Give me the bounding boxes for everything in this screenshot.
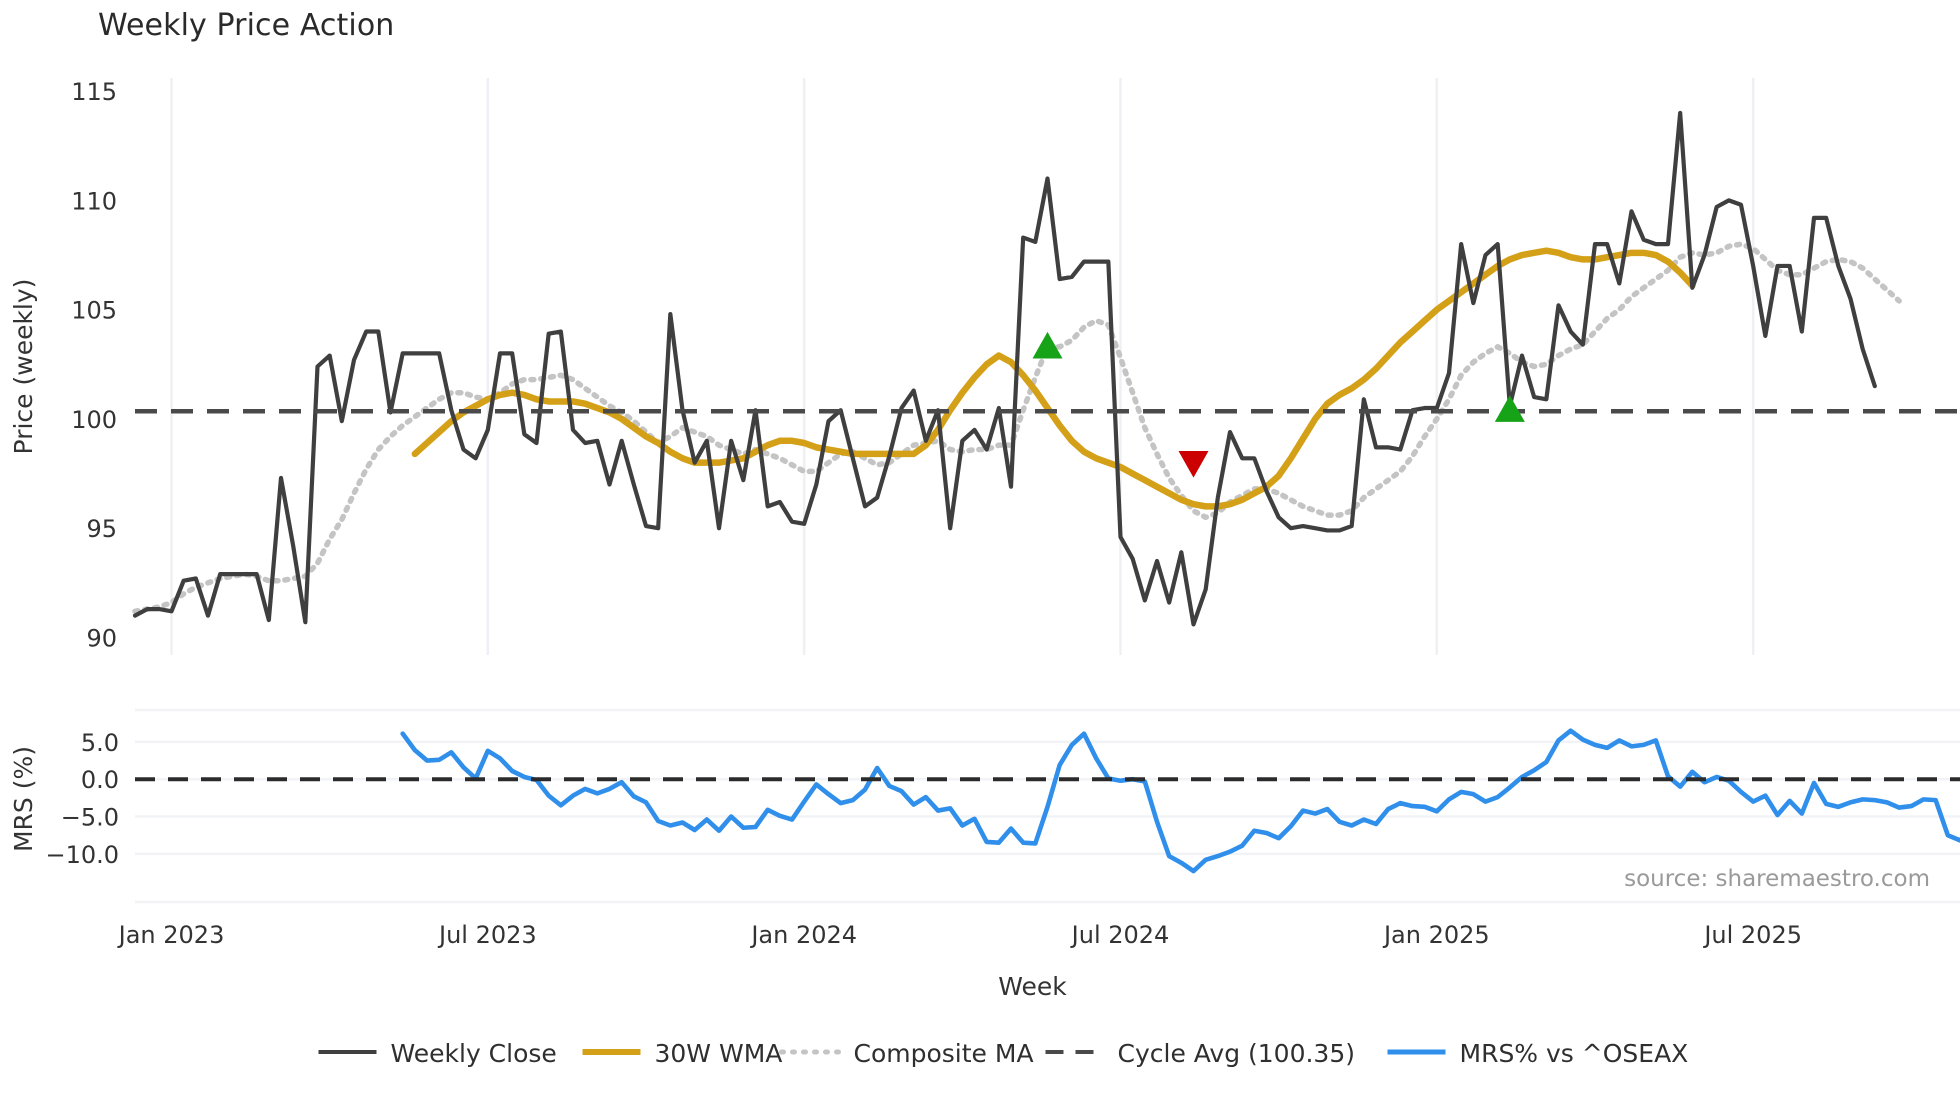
- xtick-label: Jul 2025: [1702, 921, 1802, 949]
- mrs-ytick-label: −5.0: [61, 804, 119, 832]
- mrs-ytick-label: −10.0: [45, 841, 119, 869]
- legend-label: MRS% vs ^OSEAX: [1460, 1039, 1689, 1068]
- xtick-label: Jan 2025: [1382, 921, 1490, 949]
- legend-item[interactable]: Composite MA: [779, 1039, 1034, 1068]
- mrs-ytick-label: 0.0: [81, 766, 119, 794]
- signal-marker-buy: [1032, 331, 1063, 359]
- legend-label: 30W WMA: [655, 1039, 783, 1068]
- series-mrs-pct: [400, 728, 1960, 874]
- chart-legend: Weekly Close 30W WMA Composite MA Cycle Avg…: [318, 1039, 1689, 1068]
- legend-item[interactable]: 30W WMA: [582, 1039, 783, 1068]
- price-yaxis-title: Price (weekly): [9, 279, 38, 455]
- xtick-label: Jan 2023: [117, 921, 225, 949]
- price-ytick-label: 110: [71, 187, 117, 215]
- legend-label: Composite MA: [854, 1039, 1034, 1068]
- price-ytick-label: 105: [71, 297, 117, 325]
- mrs-yaxis-title: MRS (%): [9, 746, 38, 852]
- signal-marker-sell: [1178, 450, 1209, 478]
- series-weekly-close: [132, 110, 1877, 627]
- xtick-label: Jul 2024: [1070, 921, 1170, 949]
- price-ytick-label: 100: [71, 406, 117, 434]
- series-composite-ma: [132, 241, 1902, 615]
- xaxis-title: Week: [998, 972, 1067, 1001]
- mrs-plot-area: [135, 728, 1960, 874]
- page-title: Weekly Price Action: [98, 8, 395, 43]
- xtick-label: Jan 2024: [749, 921, 857, 949]
- legend-label: Weekly Close: [391, 1039, 557, 1068]
- mrs-ytick-label: 5.0: [81, 729, 119, 757]
- legend-item[interactable]: MRS% vs ^OSEAX: [1387, 1039, 1689, 1068]
- source-attribution: source: sharemaestro.com: [1624, 866, 1930, 892]
- legend-label: Cycle Avg (100.35): [1118, 1039, 1356, 1068]
- axes-layer: 90 95 100 105 110 115 Price (weekly) −10.0 −5.0 0…: [9, 78, 1802, 1001]
- legend-item[interactable]: Cycle Avg (100.35): [1045, 1039, 1356, 1068]
- signal-marker-buy: [1494, 395, 1525, 422]
- price-ytick-label: 90: [86, 625, 117, 653]
- price-plot-area: [132, 110, 1960, 627]
- price-ytick-label: 95: [86, 515, 117, 543]
- source-label: source: sharemaestro.com: [1624, 866, 1930, 892]
- xtick-label: Jul 2023: [437, 921, 537, 949]
- price-ytick-label: 115: [71, 78, 117, 106]
- legend-item[interactable]: Weekly Close: [318, 1039, 557, 1068]
